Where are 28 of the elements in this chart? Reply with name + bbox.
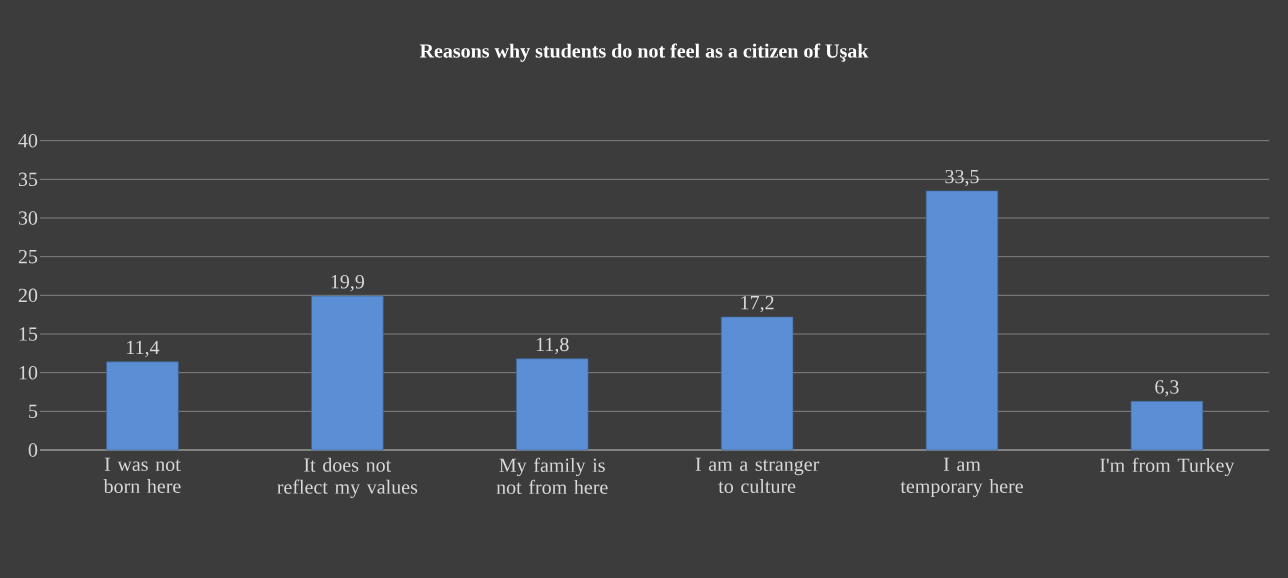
x-tick-label: I am a stranger to culture <box>695 457 820 494</box>
bar <box>516 358 589 451</box>
y-tick-label: 15 <box>19 327 38 341</box>
y-tick-label: 25 <box>18 249 38 264</box>
bar <box>311 295 384 451</box>
x-tick-label: I'm from Turkey <box>1100 457 1235 477</box>
y-tick-label: 40 <box>18 133 38 148</box>
y-tick-label: 20 <box>18 288 38 303</box>
x-tick-label: I was not born here <box>103 457 181 494</box>
data-label: 11,4 <box>127 340 160 358</box>
chart-title: Reasons why students do not feel as a citizen of Uşak <box>419 43 869 62</box>
y-tick-label: 10 <box>19 365 38 380</box>
bar <box>1130 400 1204 451</box>
bar <box>925 190 999 451</box>
bar <box>106 361 179 451</box>
data-label: 17,2 <box>741 295 774 313</box>
data-label: 11,8 <box>536 337 569 355</box>
y-tick-label: 35 <box>18 172 38 187</box>
y-tick-label: 5 <box>29 404 38 418</box>
y-tick-label: 0 <box>28 443 38 457</box>
data-label: 6,3 <box>1155 380 1179 397</box>
x-tick-label: It does not reflect my values <box>277 457 418 498</box>
data-label: 33,5 <box>945 169 979 187</box>
bar <box>720 316 794 451</box>
y-tick-label: 30 <box>18 211 38 225</box>
data-label: 19,9 <box>331 275 365 292</box>
x-tick-label: I am temporary here <box>900 457 1023 498</box>
x-tick-label: My family is not from here <box>496 457 608 495</box>
